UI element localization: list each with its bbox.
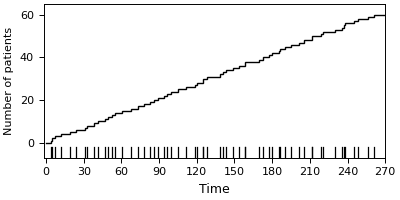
Y-axis label: Number of patients: Number of patients <box>4 27 14 135</box>
X-axis label: Time: Time <box>199 183 230 196</box>
